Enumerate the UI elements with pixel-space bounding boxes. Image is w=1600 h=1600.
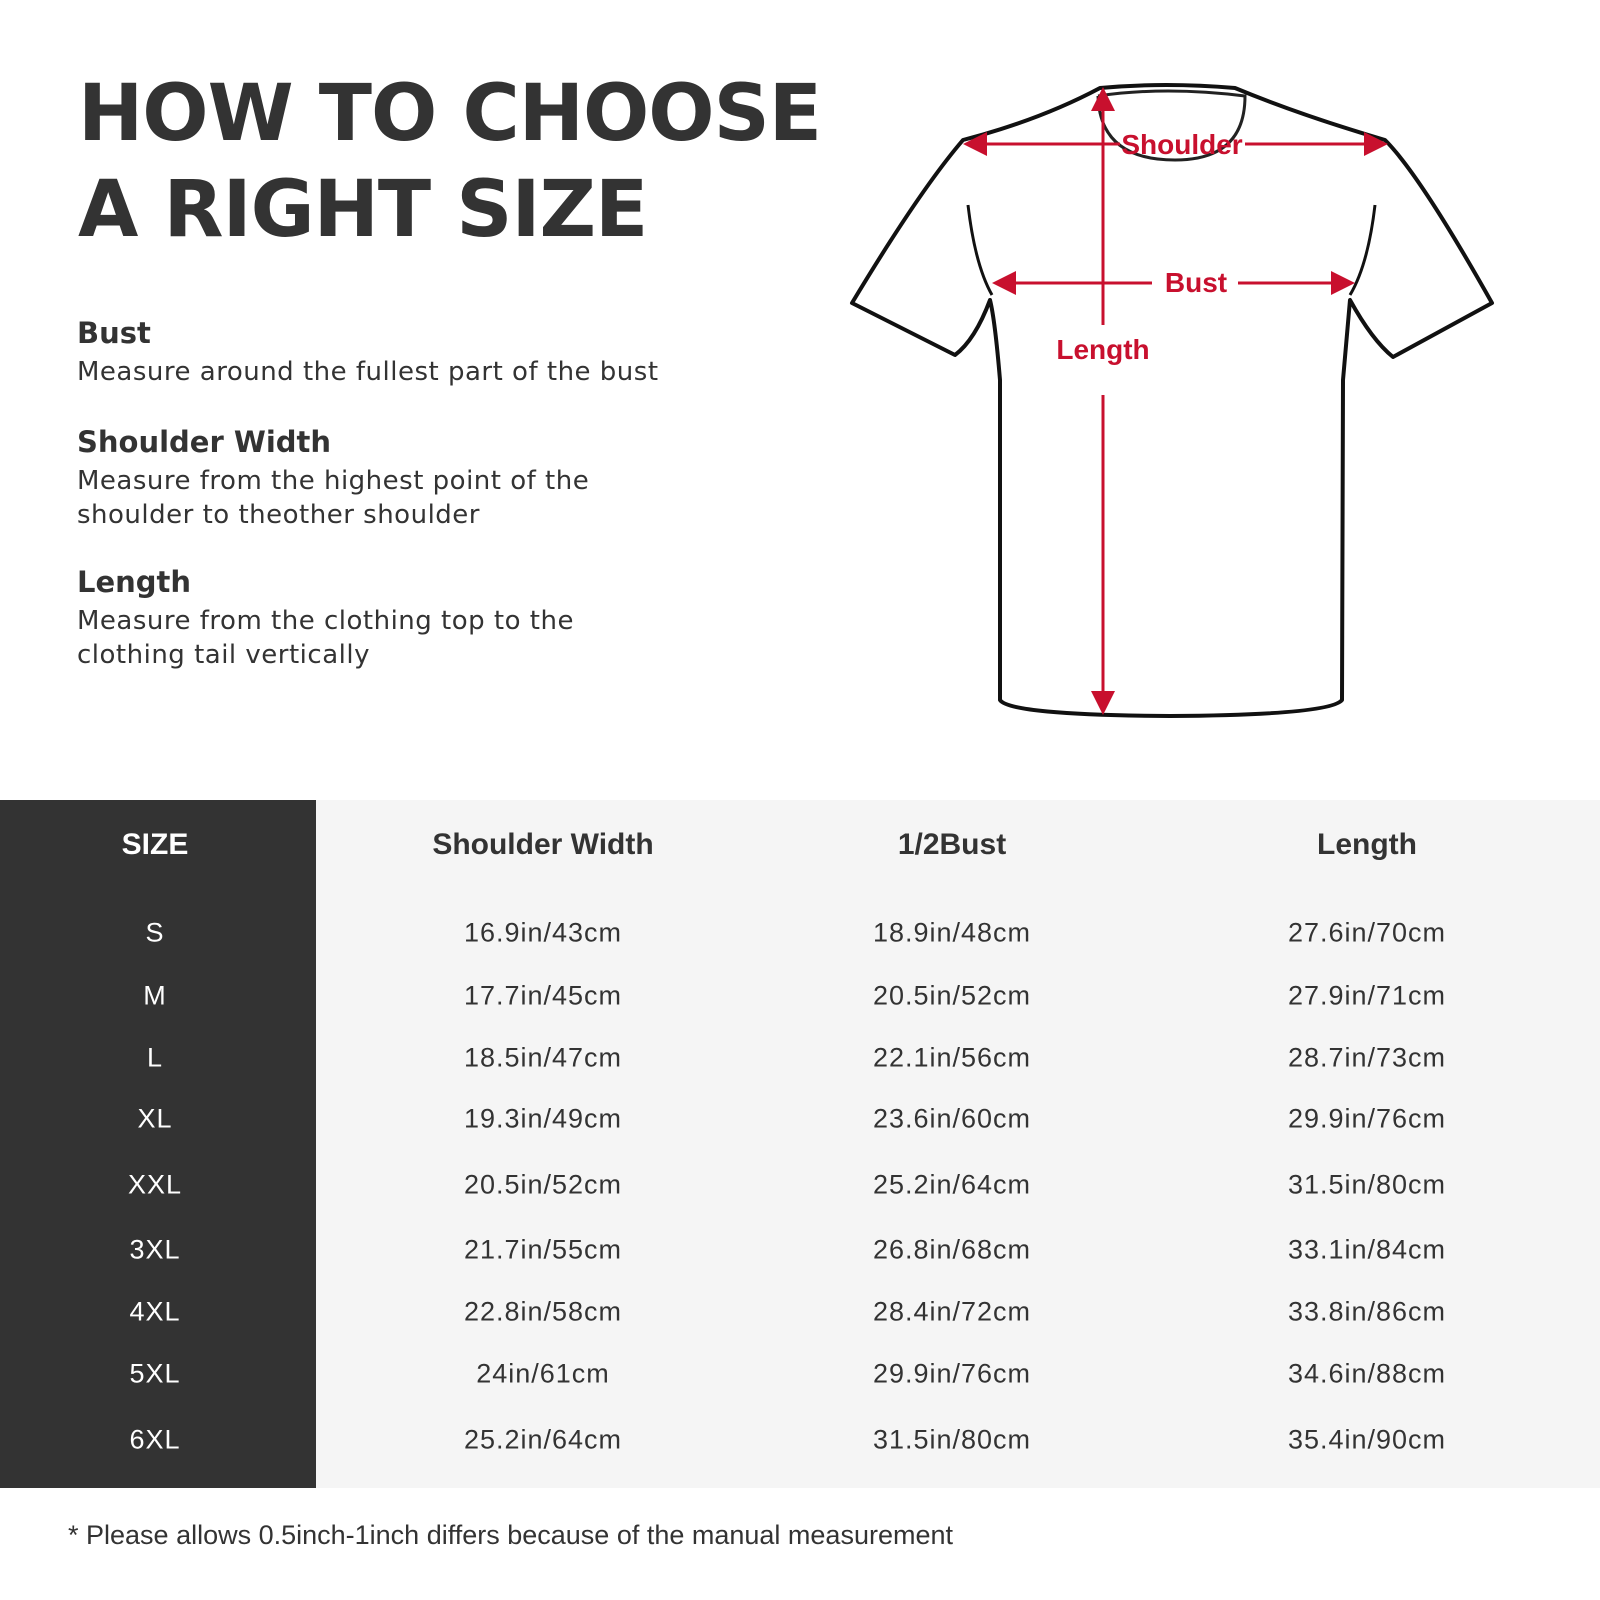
tshirt-diagram: Shoulder Bust Length [850, 83, 1494, 718]
table-cell: 21.7in/55cm [463, 1234, 623, 1265]
table-cell: 28.7in/73cm [1287, 1042, 1447, 1073]
guide-heading: Shoulder Width [77, 425, 332, 459]
guide-heading: Length [77, 565, 192, 599]
table-cell: 25.2in/64cm [463, 1424, 623, 1455]
size-column [0, 800, 316, 1488]
guide-text-line: shoulder to theother shoulder [77, 500, 480, 530]
table-cell: 20.5in/52cm [463, 1169, 623, 1200]
table-cell: 29.9in/76cm [872, 1358, 1032, 1389]
size-label: 3XL [129, 1234, 181, 1265]
guide-text-line: Measure from the highest point of the [77, 466, 590, 496]
guide-text-line: Measure from the clothing top to the [77, 606, 574, 636]
size-label: S [145, 917, 165, 948]
guide-bust: Bust Measure around the fullest part of … [77, 315, 659, 389]
size-label: M [143, 980, 167, 1011]
table-cell: 24in/61cm [476, 1358, 610, 1389]
bust-label: Bust [1165, 267, 1227, 298]
table-cell: 22.1in/56cm [872, 1042, 1032, 1073]
table-cell: 17.7in/45cm [463, 980, 623, 1011]
table-cell: 34.6in/88cm [1287, 1358, 1447, 1389]
table-cell: 29.9in/76cm [1287, 1103, 1447, 1134]
table-cell: 25.2in/64cm [872, 1169, 1032, 1200]
table-cell: 19.3in/49cm [463, 1103, 623, 1134]
table-cell: 27.9in/71cm [1287, 980, 1447, 1011]
guide-length: Length Measure from the clothing top to … [77, 564, 574, 672]
column-header: Shoulder Width [432, 828, 654, 861]
column-header: Length [1317, 828, 1417, 861]
table-cell: 26.8in/68cm [872, 1234, 1032, 1265]
column-header: SIZE [121, 828, 189, 861]
table-cell: 18.9in/48cm [872, 917, 1032, 948]
size-label: L [146, 1042, 164, 1073]
guide-text: Measure from the clothing top to the clot… [77, 604, 574, 672]
table-cell: 16.9in/43cm [463, 917, 623, 948]
size-label: 5XL [129, 1358, 181, 1389]
guide-text: Measure around the fullest part of the b… [77, 357, 659, 387]
guide-heading: Bust [77, 316, 151, 350]
table-cell: 31.5in/80cm [1287, 1169, 1447, 1200]
size-label: 4XL [129, 1296, 181, 1327]
guide-text-line: clothing tail vertically [77, 640, 370, 670]
tshirt-outline [850, 83, 1494, 718]
table-cell: 18.5in/47cm [463, 1042, 623, 1073]
page-title: HOW TO CHOOSE A RIGHT SIZE [78, 66, 822, 258]
table-cell: 33.1in/84cm [1287, 1234, 1447, 1265]
table-cell: 35.4in/90cm [1287, 1424, 1447, 1455]
measure-lines [963, 87, 1388, 715]
title-line-2: A RIGHT SIZE [78, 165, 648, 255]
table-cell: 31.5in/80cm [872, 1424, 1032, 1455]
column-header: 1/2Bust [897, 828, 1007, 861]
table-cell: 33.8in/86cm [1287, 1296, 1447, 1327]
table-cell: 23.6in/60cm [872, 1103, 1032, 1134]
table-cell: 22.8in/58cm [463, 1296, 623, 1327]
length-label: Length [1056, 334, 1149, 365]
size-table: SIZE Shoulder Width 1/2Bust Length S 16.9in/4… [0, 800, 1600, 1488]
shoulder-label: Shoulder [1121, 129, 1242, 160]
measurement-note: * Please allows 0.5inch-1inch differs be… [68, 1520, 954, 1550]
table-cell: 28.4in/72cm [872, 1296, 1032, 1327]
size-label: XL [137, 1103, 173, 1134]
guide-shoulder-width: Shoulder Width Measure from the highest … [77, 424, 589, 532]
table-cell: 27.6in/70cm [1287, 917, 1447, 948]
title-line-1: HOW TO CHOOSE [78, 69, 822, 159]
size-label: 6XL [129, 1424, 181, 1455]
table-cell: 20.5in/52cm [872, 980, 1032, 1011]
size-label: XXL [127, 1169, 183, 1200]
guide-text: Measure from the highest point of the sho… [77, 464, 589, 532]
